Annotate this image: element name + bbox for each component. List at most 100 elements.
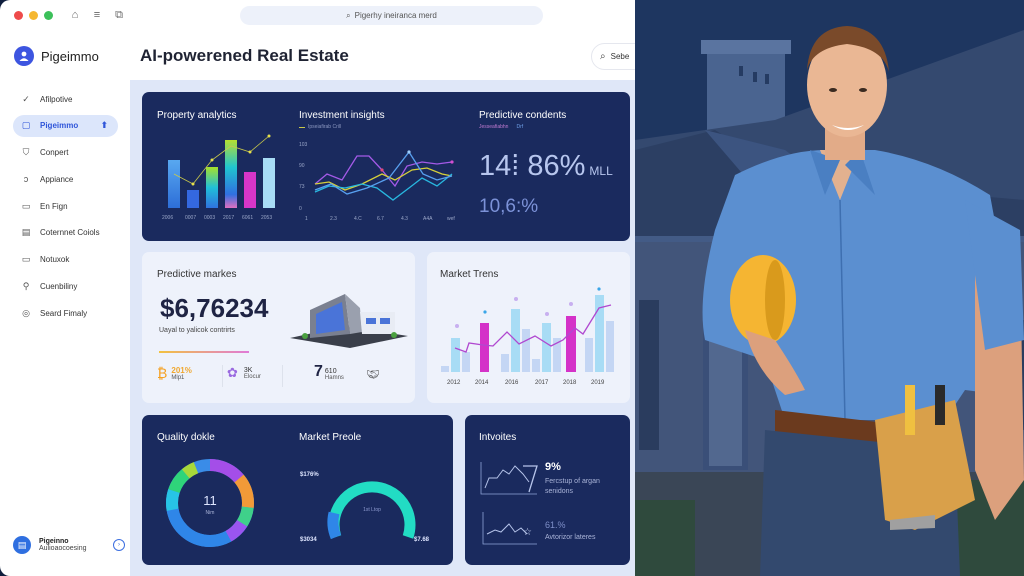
analytics-overview-card: Property analytics 2006 0007 0003 bbox=[142, 92, 630, 241]
market-trends-title: Market Trens bbox=[440, 269, 499, 280]
sidebar-item-label: Afilpotive bbox=[40, 94, 73, 104]
svg-text:2012: 2012 bbox=[447, 380, 461, 386]
svg-text:2014: 2014 bbox=[475, 380, 489, 386]
brand[interactable]: Pigeimmo bbox=[14, 46, 99, 66]
download-icon[interactable]: ⧉ bbox=[115, 8, 123, 21]
minimize-window-button[interactable] bbox=[29, 10, 38, 20]
stat-value: 3K bbox=[243, 366, 253, 374]
home-icon[interactable]: ⌂ bbox=[71, 9, 79, 21]
search-icon: ⌕ bbox=[600, 51, 606, 62]
close-window-button[interactable] bbox=[14, 10, 23, 20]
stat-value: 610 bbox=[324, 368, 337, 375]
mini-line-chart-1 bbox=[480, 462, 538, 495]
menu-icon[interactable]: ≡ bbox=[93, 9, 101, 21]
predictive-legend: Jesseafiabhn Drf bbox=[479, 124, 523, 130]
maximize-window-button[interactable] bbox=[44, 10, 53, 20]
bag-icon: ▢ bbox=[21, 120, 31, 131]
globe-icon: ◎ bbox=[22, 307, 30, 318]
predictive-condents-title: Predictive condents bbox=[479, 110, 567, 121]
market-preole-gauge bbox=[327, 481, 416, 540]
predictive-sub-value: 10,6:% bbox=[479, 196, 539, 217]
investment-legend: Ipseiafirab Crill bbox=[299, 124, 341, 130]
gauge-label-top-left: $176% bbox=[300, 472, 319, 478]
svg-text:2006: 2006 bbox=[162, 215, 173, 221]
svg-text:2019: 2019 bbox=[591, 380, 605, 386]
page-title: AI-powerened Real Estate bbox=[140, 46, 349, 65]
predictive-main-value: 14⁞ 86% MLL bbox=[479, 150, 613, 183]
svg-text:103: 103 bbox=[299, 142, 308, 148]
sidebar-item-label: Seard Fimaly bbox=[40, 308, 88, 318]
market-trends-chart: 2012 2014 2016 2017 2018 2019 bbox=[441, 287, 614, 386]
svg-text:2.3: 2.3 bbox=[330, 216, 337, 222]
progress-bar bbox=[159, 351, 249, 353]
quality-donut-chart bbox=[166, 459, 254, 547]
investment-insights-chart: 103 90 73 0 1 2.3 4.C 6.7 4.3 A4A wef bbox=[299, 142, 455, 222]
mini-line-chart-2: ☆ bbox=[482, 512, 537, 545]
big-unit: MLL bbox=[589, 164, 613, 178]
svg-text:A4A: A4A bbox=[423, 216, 433, 222]
sidebar-item-notuxok[interactable]: ▭ Notuxok bbox=[13, 249, 118, 271]
hero-photo-worker bbox=[635, 0, 1024, 576]
insight-label: Avtorizor lateres bbox=[545, 534, 596, 541]
svg-text:2017: 2017 bbox=[223, 215, 234, 221]
market-trends-card: Market Trens 2012 bbox=[427, 252, 630, 403]
sidebar-item-coternnet-coiols[interactable]: ▤ Coternnet Coiols bbox=[13, 222, 118, 244]
account-avatar-icon: ▤ bbox=[13, 536, 31, 554]
brand-name: Pigeimmo bbox=[41, 48, 99, 64]
svg-text:☆: ☆ bbox=[523, 527, 532, 538]
search-label: Sebe bbox=[610, 52, 630, 61]
sidebar-item-cuenbiliny[interactable]: ⚲ Cuenbiliny bbox=[13, 276, 118, 298]
insight-value: 61.% bbox=[545, 520, 566, 530]
quality-title: Quality dokle bbox=[157, 432, 215, 443]
svg-text:6061: 6061 bbox=[242, 215, 253, 221]
sidebar-item-conpert[interactable]: ⛉ Conpert bbox=[13, 142, 118, 164]
app-window: ⌂ ≡ ⧉ ⌕ Pigerhy ineiranca merd Pigeimmo … bbox=[0, 0, 635, 576]
sidebar-item-pigeimmo[interactable]: ▢ Pigeimmo ⬆ bbox=[13, 114, 118, 137]
svg-text:73: 73 bbox=[299, 184, 305, 190]
gauge-label-bottom-right: $7.68 bbox=[414, 537, 430, 543]
sidebar-item-label: Coternnet Coiols bbox=[40, 228, 100, 238]
svg-text:4.3: 4.3 bbox=[401, 216, 408, 222]
big-percent: 14⁞ 86% bbox=[479, 150, 586, 182]
predictive-markes-title: Predictive markes bbox=[157, 269, 237, 280]
monitor-icon: ▭ bbox=[21, 254, 31, 265]
property-analytics-chart: 2006 0007 0003 2017 6061 2053 bbox=[162, 134, 275, 221]
svg-text:0: 0 bbox=[299, 206, 302, 212]
sidebar-item-afilpotive[interactable]: ✓ Afilpotive bbox=[13, 88, 118, 110]
sidebar-item-seard-fimaly[interactable]: ◎ Seard Fimaly bbox=[13, 302, 118, 324]
address-bar[interactable]: ⌕ Pigerhy ineiranca merd bbox=[240, 6, 543, 25]
bitcoin-icon: ₿ bbox=[157, 365, 168, 381]
tag-icon: ↄ bbox=[23, 174, 29, 185]
intvoites-card: Intvoites 9% Fercstup of argan senidons … bbox=[465, 415, 630, 565]
divider bbox=[282, 365, 283, 387]
chevron-right-icon[interactable]: › bbox=[113, 539, 125, 551]
handshake-icon: 🤝︎ bbox=[366, 369, 380, 381]
svg-text:1: 1 bbox=[305, 216, 308, 222]
sidebar-footer-account[interactable]: ▤ Pigeinno Aulioaocoesing › bbox=[13, 536, 125, 554]
stat-label: Elocur bbox=[243, 373, 261, 380]
building-illustration bbox=[290, 294, 408, 348]
legend-swatch bbox=[299, 126, 305, 128]
sidebar-item-label: Conpert bbox=[40, 148, 69, 158]
folder-icon: ▭ bbox=[21, 200, 31, 211]
sidebar-item-label: Pigeimmo bbox=[40, 121, 79, 131]
upload-icon[interactable]: ⬆ bbox=[100, 120, 108, 131]
svg-text:6.7: 6.7 bbox=[377, 216, 384, 222]
dashboard-content: Property analytics 2006 0007 0003 bbox=[130, 80, 635, 576]
stat-item-growth: ₿ 201% Mlp1 bbox=[157, 365, 192, 381]
legend-label-a: Jesseafiabhn bbox=[479, 124, 509, 130]
sidebar-item-en-fign[interactable]: ▭ En Fign bbox=[13, 195, 118, 217]
property-analytics-title: Property analytics bbox=[157, 110, 237, 121]
search-button[interactable]: ⌕ Sebe bbox=[591, 43, 635, 70]
sidebar-item-appiance[interactable]: ↄ Appiance bbox=[13, 168, 118, 190]
user-avatar-icon bbox=[14, 46, 34, 66]
stat-item-homes: 7 610 Hamns bbox=[314, 363, 344, 381]
svg-text:wef: wef bbox=[447, 216, 455, 222]
account-subtitle: Aulioaocoesing bbox=[39, 545, 87, 552]
stat-value: 201% bbox=[171, 365, 192, 375]
search-icon: ⌕ bbox=[346, 10, 351, 20]
stat-item-count: ✿ 3K Elocur bbox=[227, 365, 261, 381]
insight-value: 9% bbox=[545, 461, 561, 473]
predictive-markes-card: Predictive markes $6,76234 Uayal to yali… bbox=[142, 252, 415, 403]
svg-text:2016: 2016 bbox=[505, 380, 519, 386]
